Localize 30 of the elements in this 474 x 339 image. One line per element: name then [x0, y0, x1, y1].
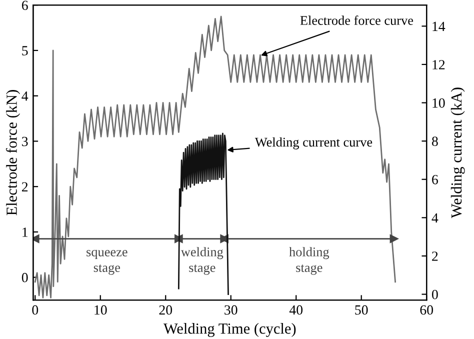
y2-tick-label: 10: [432, 98, 445, 108]
y-tick-label: 1: [22, 228, 28, 237]
annotation: Electrode force curve: [300, 16, 414, 25]
y2-tick-label: 14: [432, 22, 446, 31]
y2-tick-label: 0: [432, 290, 438, 300]
y-tick-label: 5: [22, 46, 28, 56]
y-axis-title: Electrode force (kN): [6, 90, 20, 216]
x-tick-label: 20: [159, 305, 172, 315]
y2-tick-label: 12: [432, 60, 445, 70]
y-tick-label: 2: [22, 182, 28, 192]
annotation: holding stage: [289, 247, 330, 275]
x-tick-label: 50: [355, 305, 368, 315]
y2-tick-label: 8: [432, 136, 438, 146]
annotation: welding stage: [180, 247, 224, 275]
y2-tick-label: 4: [432, 213, 438, 222]
x-tick-label: 60: [420, 305, 434, 315]
x-tick-label: 10: [94, 305, 107, 315]
annotation: squeeze stage: [86, 250, 128, 275]
x-tick-label: 0: [32, 305, 38, 315]
y2-tick-label: 2: [432, 252, 438, 261]
y2-tick-label: 6: [432, 174, 438, 184]
y-tick-label: 3: [22, 136, 28, 146]
y2-axis-title: Welding current (kA): [450, 88, 465, 218]
x-axis-title: Welding Time (cycle): [163, 323, 296, 337]
x-tick-label: 40: [289, 305, 303, 315]
y-tick-label: 6: [22, 0, 28, 10]
x-tick-label: 30: [224, 305, 238, 315]
y-tick-label: 4: [22, 92, 28, 101]
y-tick-label: 0: [22, 272, 28, 282]
annotation: Welding current curve: [254, 137, 372, 150]
